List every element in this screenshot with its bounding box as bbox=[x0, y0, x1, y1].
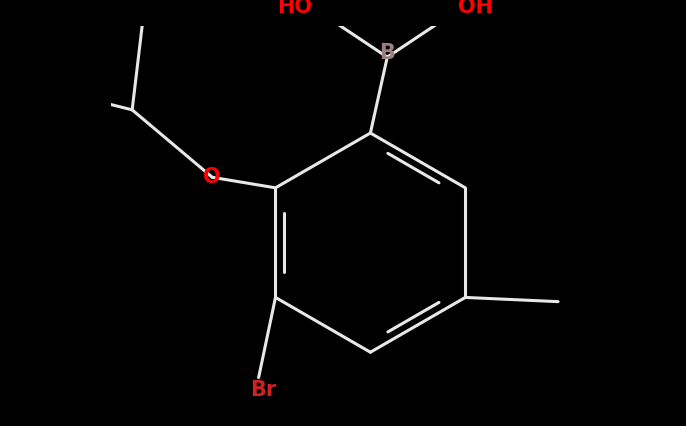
Text: B: B bbox=[379, 43, 395, 63]
Text: O: O bbox=[204, 167, 221, 187]
Text: OH: OH bbox=[458, 0, 493, 17]
Text: HO: HO bbox=[277, 0, 312, 17]
Text: Br: Br bbox=[250, 380, 276, 400]
